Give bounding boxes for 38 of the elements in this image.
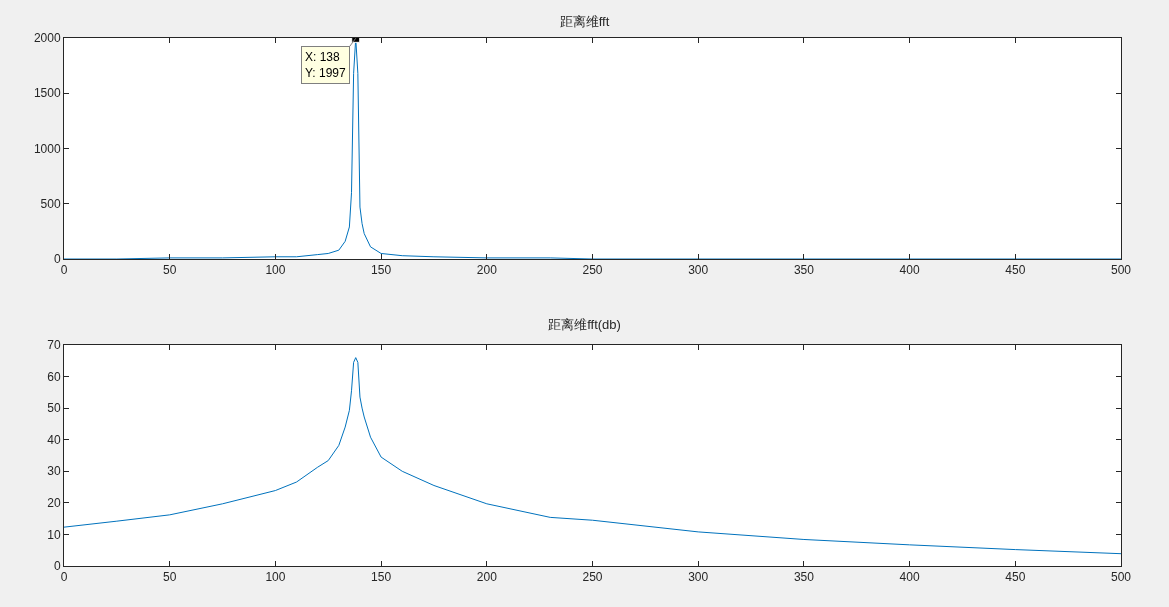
x-tick-label: 450 [1005,570,1026,585]
y-tick-label: 0 [53,559,61,574]
y-tick-label: 60 [47,369,61,384]
y-tick-label: 20 [47,496,61,511]
x-tick-label: 100 [265,570,286,585]
chart-title: 距离维fft [559,14,610,30]
x-tick-label: 50 [163,263,177,278]
x-tick-label: 500 [1110,263,1132,278]
line-series [64,357,1121,555]
x-tick-label: 450 [1005,263,1026,278]
line-series [64,38,1121,259]
y-tick-label: 30 [47,464,61,479]
x-tick-label: 350 [793,570,815,585]
y-tick-label: 10 [47,527,61,542]
x-tick-label: 350 [793,263,815,278]
chart-title: 距离维fft(db) [548,317,621,333]
y-tick-label: 500 [40,196,61,211]
x-tick-label: 200 [476,263,498,278]
x-tick-label: 100 [265,263,286,278]
y-tick-label: 0 [53,252,61,267]
y-tick-label: 2000 [33,31,61,46]
y-tick-label: 70 [47,338,61,353]
x-tick-label: 500 [1110,570,1132,585]
x-tick-label: 400 [899,263,920,278]
x-tick-label: 300 [688,570,709,585]
y-tick-label: 1500 [33,86,61,101]
x-tick-label: 400 [899,570,920,585]
x-tick-label: 200 [476,570,498,585]
x-tick-label: 50 [163,570,177,585]
annotation: X: 138 Y: 1997 [305,50,347,80]
y-tick-label: 40 [47,432,61,447]
y-tick-label: 1000 [33,141,61,156]
x-tick-label: 150 [371,263,392,278]
x-tick-label: 250 [582,570,603,585]
x-tick-label: 150 [371,570,392,585]
x-tick-label: 250 [582,263,603,278]
y-tick-label: 50 [47,401,61,416]
x-tick-label: 300 [688,263,709,278]
